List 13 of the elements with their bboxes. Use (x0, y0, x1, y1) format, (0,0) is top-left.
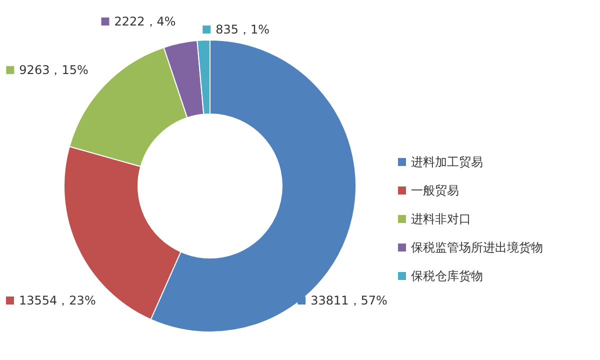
legend-label: 进料非对口 (411, 212, 471, 226)
legend-label: 进料加工贸易 (411, 155, 483, 169)
data-label: 2222，4% (101, 14, 176, 29)
data-label: 33811，57% (298, 294, 388, 308)
data-label: 9263，15% (19, 63, 88, 78)
data-label: 2222，4% (114, 14, 176, 29)
data-label: 13554，23% (6, 294, 96, 308)
legend-label: 保税监管场所进出境货物 (411, 240, 543, 254)
data-label: 835，1% (216, 22, 270, 37)
legend-label: 一般贸易 (411, 184, 459, 198)
data-label: 835，1% (202, 22, 270, 37)
legend-label: 保税仓库货物 (411, 269, 483, 283)
data-label: 9263，15% (6, 63, 88, 78)
